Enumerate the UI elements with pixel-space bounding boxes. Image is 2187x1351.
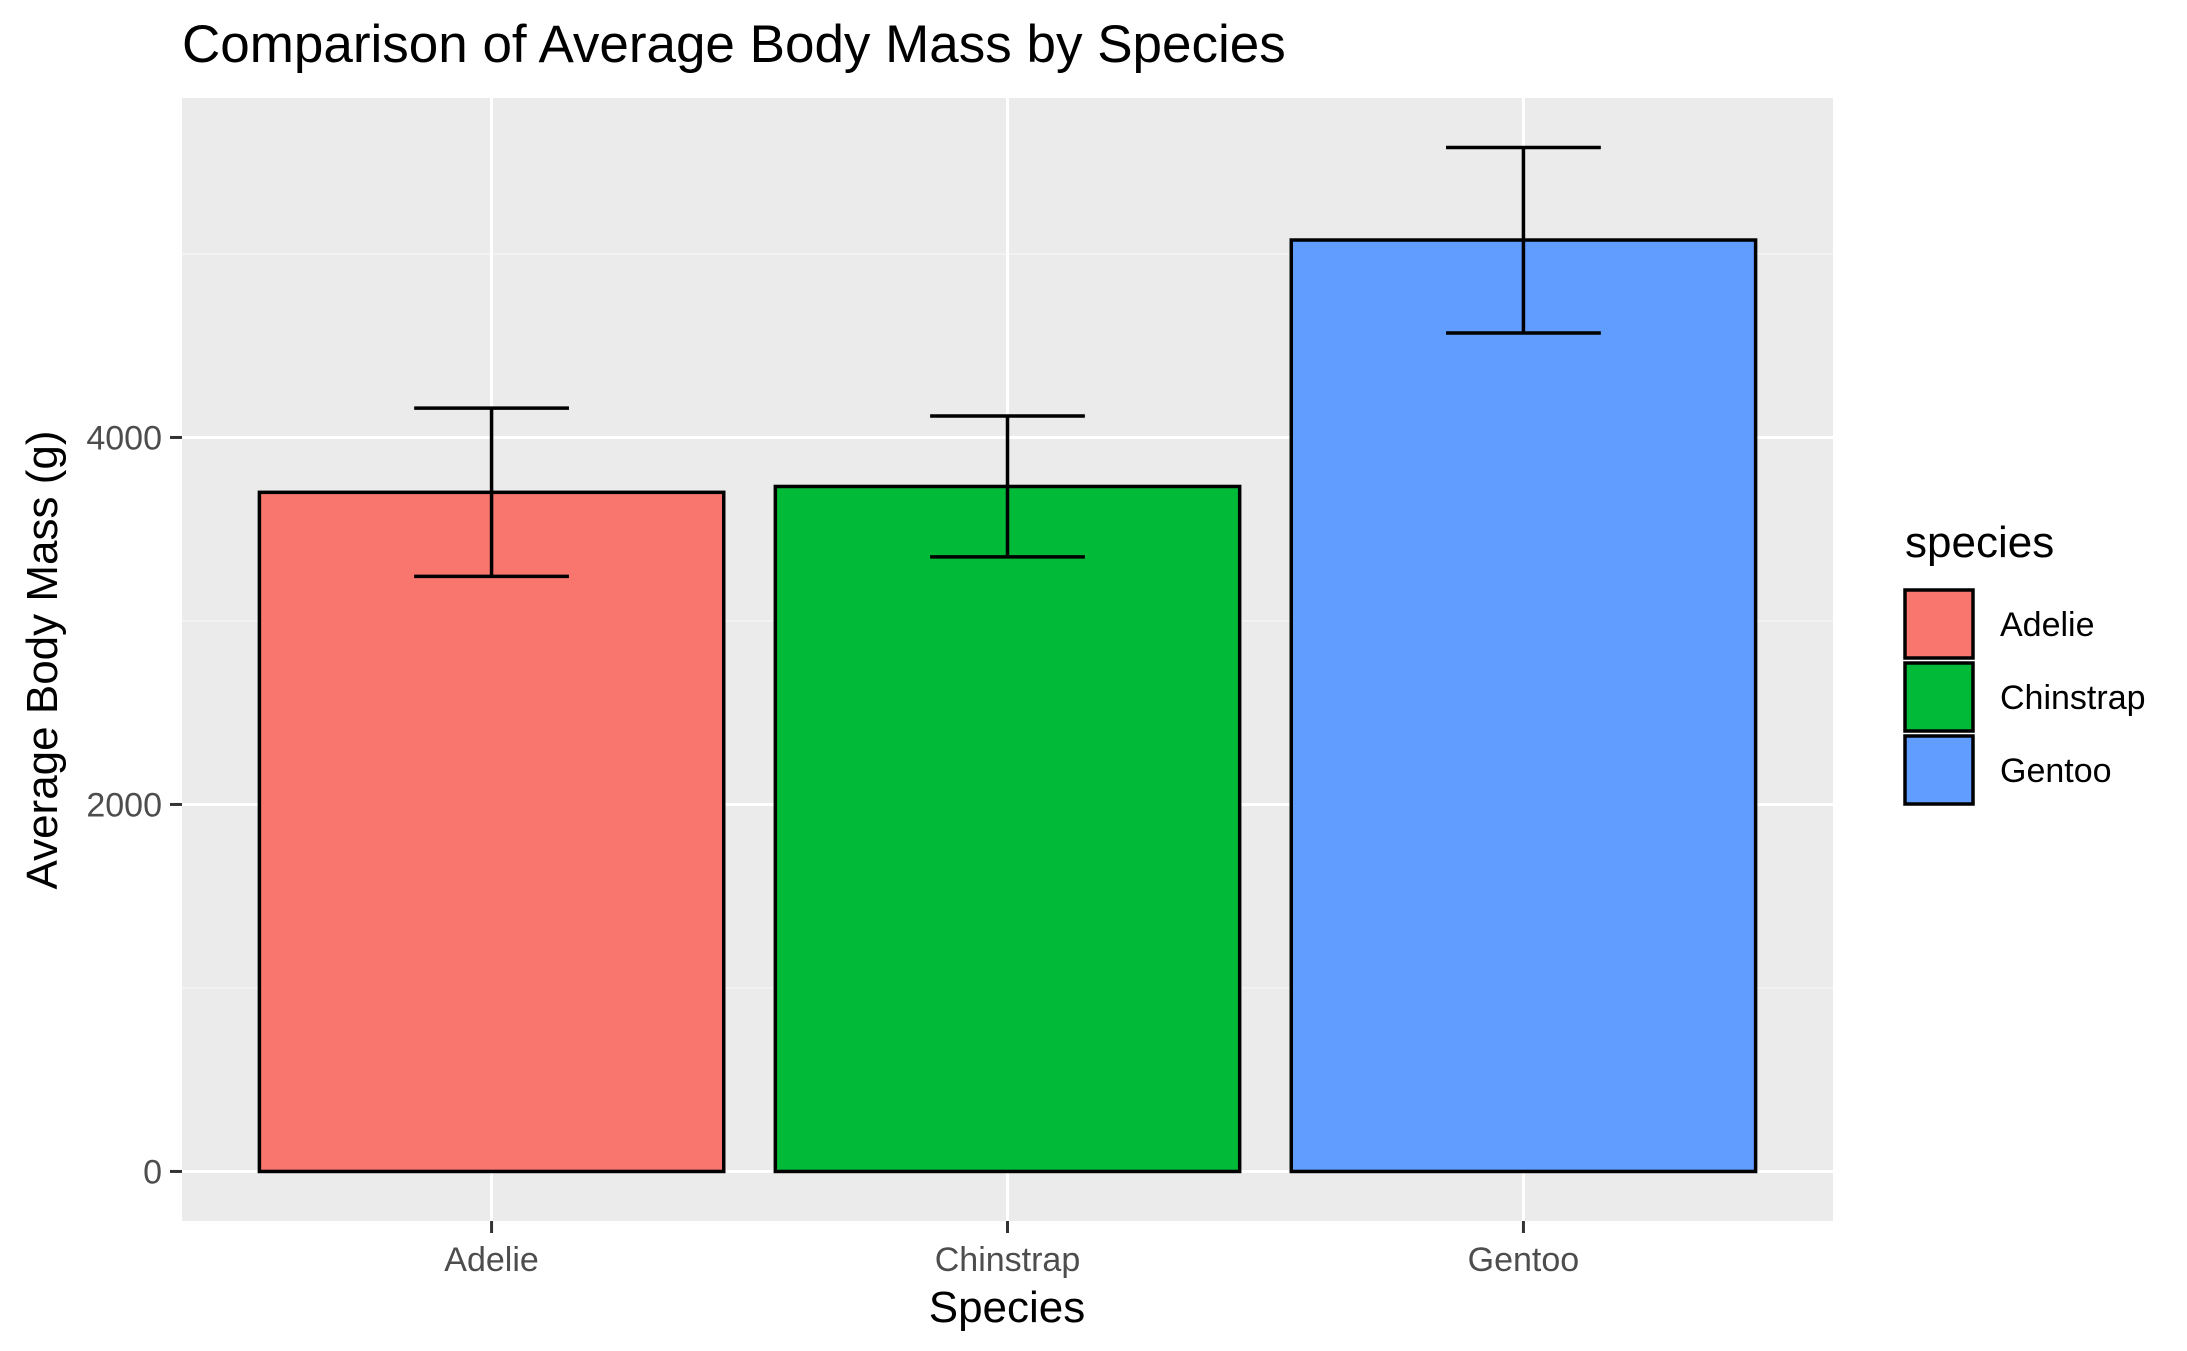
bar-gentoo — [1289, 238, 1758, 1174]
legend-swatch — [1903, 734, 1975, 806]
legend: species Adelie Chinstrap Gentoo — [1903, 518, 2146, 806]
x-tick-label: Chinstrap — [935, 1241, 1081, 1279]
legend-label: Chinstrap — [2000, 679, 2146, 717]
bars — [257, 238, 1758, 1174]
legend-title: species — [1905, 518, 2054, 567]
legend-label: Gentoo — [2000, 752, 2112, 790]
legend-label: Adelie — [2000, 606, 2095, 644]
x-axis-title: Species — [929, 1283, 1086, 1332]
x-tick-label: Gentoo — [1468, 1241, 1580, 1279]
legend-item-gentoo: Gentoo — [1903, 734, 2112, 806]
legend-item-adelie: Adelie — [1903, 588, 2095, 660]
error-bars — [414, 145, 1601, 579]
y-tick-label: 4000 — [86, 419, 162, 457]
legend-item-chinstrap: Chinstrap — [1903, 661, 2146, 733]
x-axis: Adelie Chinstrap Gentoo — [444, 1221, 1579, 1279]
y-tick-label: 0 — [143, 1153, 162, 1191]
error-bar-adelie — [414, 406, 569, 579]
error-bar-chinstrap — [930, 414, 1085, 559]
legend-swatch — [1903, 661, 1975, 733]
error-bar-gentoo — [1446, 145, 1601, 335]
bar-chinstrap — [773, 484, 1242, 1174]
y-tick-label: 2000 — [86, 786, 162, 824]
bar-adelie — [257, 490, 726, 1174]
y-axis-title: Average Body Mass (g) — [18, 431, 67, 890]
y-axis: 0 2000 4000 — [86, 419, 182, 1191]
x-tick-label: Adelie — [444, 1241, 539, 1279]
legend-items: Adelie Chinstrap Gentoo — [1903, 588, 2146, 806]
legend-swatch — [1903, 588, 1975, 660]
chart-title: Comparison of Average Body Mass by Speci… — [182, 15, 1286, 74]
